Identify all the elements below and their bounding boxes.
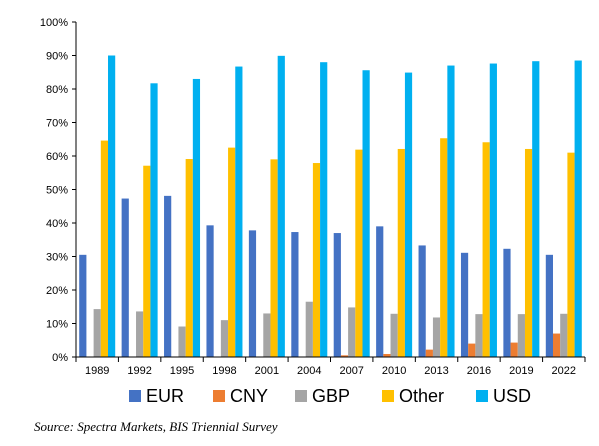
bar-other-2016 xyxy=(482,142,490,357)
bar-cny-2019 xyxy=(510,342,518,357)
bar-eur-1995 xyxy=(164,195,172,357)
bar-other-1998 xyxy=(228,147,236,357)
bar-other-2019 xyxy=(524,148,533,357)
x-tick-label: 2019 xyxy=(509,365,533,377)
legend-label-other: Other xyxy=(399,386,444,406)
bar-eur-2004 xyxy=(291,232,299,357)
bar-gbp-1998 xyxy=(220,320,229,357)
bar-eur-2022 xyxy=(545,254,553,357)
bar-gbp-1995 xyxy=(178,326,186,357)
x-axis-ticks: 1989 1992 1995 1998 2001 2004 2007 2010 2013 2016… xyxy=(75,357,586,377)
bar-usd-1989 xyxy=(108,55,116,357)
chart-svg: 0%10%20%30%40%50%60%70%80%90%100% 1989 19… xyxy=(40,17,586,406)
bar-usd-2016 xyxy=(489,63,497,357)
x-tick-label: 2022 xyxy=(552,365,576,377)
y-tick-label: 30% xyxy=(46,252,68,264)
bar-eur-2013 xyxy=(418,245,426,357)
legend-label-eur: EUR xyxy=(146,386,184,406)
y-tick-label: 40% xyxy=(46,218,68,230)
legend-swatch-gbp xyxy=(295,390,307,402)
bar-eur-1989 xyxy=(79,254,87,357)
bar-cny-2013 xyxy=(425,349,433,357)
bar-eur-2007 xyxy=(333,233,341,357)
y-tick-label: 90% xyxy=(46,51,68,63)
y-tick-label: 60% xyxy=(46,151,68,163)
source-note: Source: Spectra Markets, BIS Triennial S… xyxy=(34,419,278,434)
y-tick-label: 100% xyxy=(40,17,68,29)
bar-eur-2001 xyxy=(248,230,257,357)
y-tick-label: 10% xyxy=(46,319,68,331)
bar-cny-2007 xyxy=(340,355,349,357)
bar-eur-2019 xyxy=(503,248,511,357)
x-tick-label: 2013 xyxy=(424,365,448,377)
bar-usd-2013 xyxy=(447,65,455,358)
bar-gbp-1989 xyxy=(93,309,101,357)
x-tick-label: 2007 xyxy=(339,365,363,377)
bar-gbp-2022 xyxy=(560,313,568,357)
bar-gbp-2013 xyxy=(432,317,441,357)
bar-gbp-2001 xyxy=(263,313,271,357)
bar-other-2022 xyxy=(567,152,575,357)
bars xyxy=(79,55,582,358)
bar-eur-1992 xyxy=(121,198,129,357)
bar-other-1992 xyxy=(143,165,151,357)
legend-swatch-other xyxy=(382,390,394,402)
x-tick-label: 1998 xyxy=(212,365,236,377)
bar-usd-1992 xyxy=(150,83,158,358)
y-tick-label: 20% xyxy=(46,285,68,297)
x-tick-label: 2016 xyxy=(467,365,491,377)
bar-other-1995 xyxy=(185,159,193,357)
bar-gbp-2007 xyxy=(348,307,356,357)
x-tick-label: 1995 xyxy=(170,365,194,377)
x-tick-label: 2004 xyxy=(297,365,321,377)
bar-usd-2007 xyxy=(362,70,370,358)
legend-swatch-usd xyxy=(476,390,488,402)
x-tick-label: 2010 xyxy=(382,365,406,377)
bar-eur-2016 xyxy=(460,252,469,357)
bar-gbp-2016 xyxy=(475,314,483,357)
legend-label-cny: CNY xyxy=(230,386,268,406)
x-tick-label: 1989 xyxy=(85,365,109,377)
bar-other-2010 xyxy=(397,148,405,357)
y-axis-ticks: 0% 10% 20% 30% 40% 50% 60% 70% 80% 90% 100% xyxy=(40,17,76,364)
bar-other-2007 xyxy=(355,149,363,357)
bar-cny-2010 xyxy=(383,353,391,357)
chart: 0% 10% 20% 30% 40% 50% 60% 70% 80% 90% 100% 1989 19… xyxy=(40,17,586,406)
bar-eur-1998 xyxy=(206,225,214,357)
bar-eur-2010 xyxy=(376,226,384,357)
legend-swatch-eur xyxy=(129,390,141,402)
bar-usd-2019 xyxy=(532,61,540,357)
legend-label-gbp: GBP xyxy=(312,386,350,406)
bar-other-1989 xyxy=(100,140,109,357)
x-tick-label: 1992 xyxy=(127,365,151,377)
legend-swatch-cny xyxy=(213,390,225,402)
legend: EUR CNY GBP Other USD xyxy=(129,386,531,406)
x-tick-label: 2001 xyxy=(255,365,279,377)
y-tick-label: 80% xyxy=(46,84,68,96)
bar-other-2013 xyxy=(440,138,448,357)
bar-gbp-2010 xyxy=(390,313,398,357)
y-tick-label: 50% xyxy=(46,185,68,197)
bar-usd-2004 xyxy=(320,62,328,357)
bar-usd-2010 xyxy=(404,72,413,358)
bar-cny-2022 xyxy=(552,333,561,357)
bar-usd-1995 xyxy=(192,78,201,357)
bar-gbp-1992 xyxy=(136,311,144,357)
legend-label-usd: USD xyxy=(493,386,531,406)
bar-usd-2022 xyxy=(574,60,582,358)
bar-usd-2001 xyxy=(277,55,285,358)
y-tick-label: 0% xyxy=(52,352,68,364)
bar-usd-1998 xyxy=(235,66,243,358)
bar-gbp-2004 xyxy=(305,301,313,357)
bar-other-2001 xyxy=(270,159,278,357)
bar-cny-2016 xyxy=(468,343,476,357)
bar-other-2004 xyxy=(312,163,321,357)
bar-gbp-2019 xyxy=(517,314,525,357)
y-tick-label: 70% xyxy=(46,118,68,130)
